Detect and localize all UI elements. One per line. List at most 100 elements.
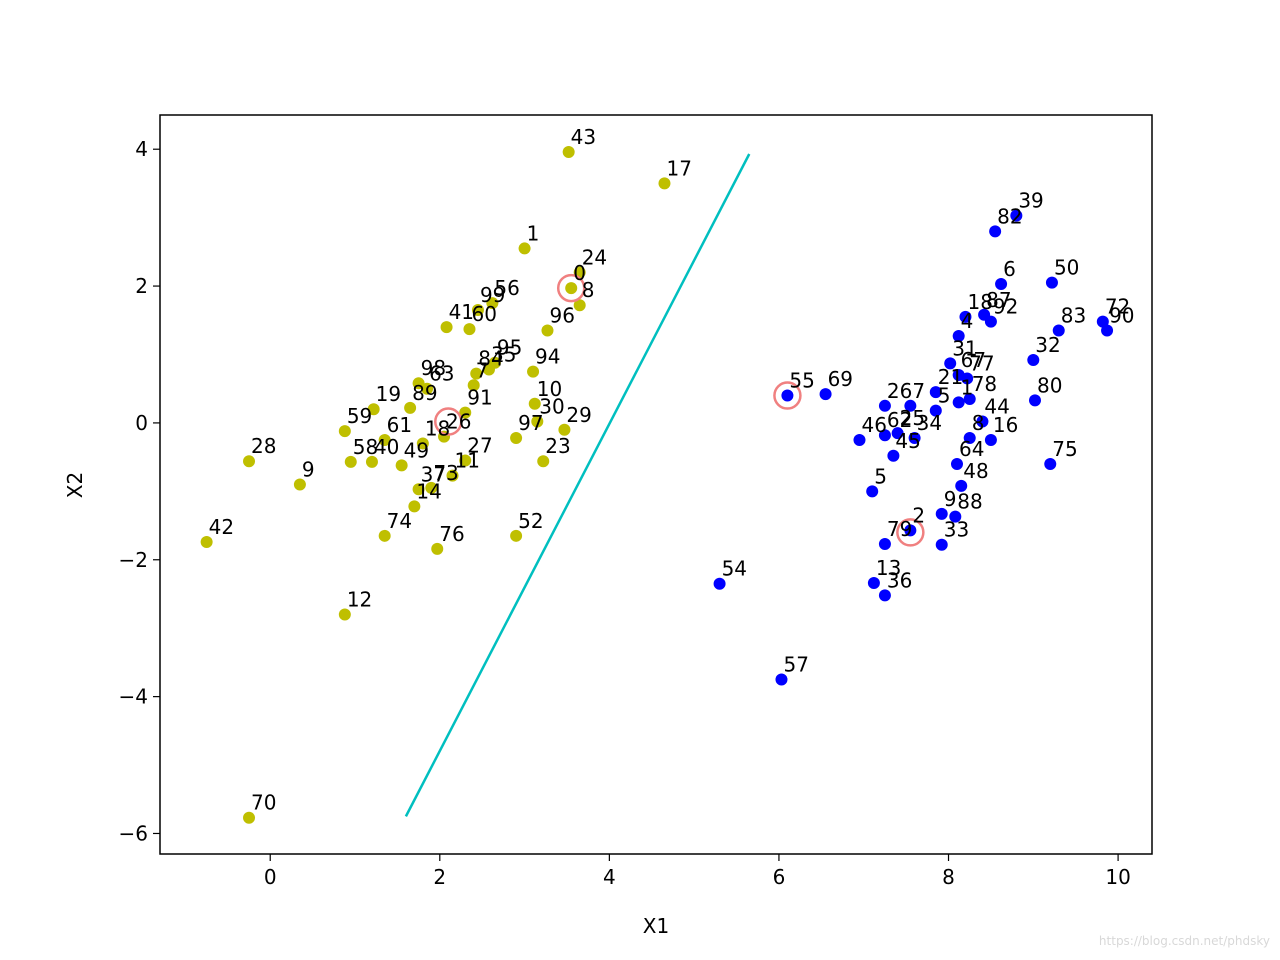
data-point-class-b (984, 315, 997, 328)
data-point-class-b (955, 479, 968, 492)
data-point-class-b (908, 431, 921, 444)
point-label: 69 (828, 367, 853, 391)
support-vector-ring (434, 407, 463, 436)
point-label: 36 (887, 568, 912, 592)
data-point-class-a (510, 529, 523, 542)
point-label: 49 (404, 438, 429, 462)
data-point-class-b (866, 485, 879, 498)
watermark: https://blog.csdn.net/phdsky (1098, 934, 1270, 948)
point-label: 26 (887, 379, 912, 403)
point-label: 78 (972, 372, 997, 396)
data-point-class-b (950, 457, 963, 470)
support-vectors (434, 273, 925, 547)
data-point-class-b (878, 429, 891, 442)
data-point-class-b (929, 404, 942, 417)
data-point-class-a (658, 177, 671, 190)
point-label: 41 (449, 300, 474, 324)
data-point-class-a (412, 377, 425, 390)
data-point-class-b (1027, 353, 1040, 366)
x-tick-label: 4 (603, 865, 616, 889)
y-tick-label: 4 (135, 137, 148, 161)
data-point-class-b (989, 225, 1002, 238)
x-tick-label: 8 (942, 865, 955, 889)
point-label: 6 (1003, 257, 1016, 281)
data-point-class-b (891, 427, 904, 440)
point-label: 77 (969, 351, 994, 375)
point-label: 37 (421, 462, 446, 486)
data-point-class-b (929, 386, 942, 399)
point-label: 57 (783, 653, 808, 677)
data-point-class-b (963, 431, 976, 444)
point-label: 96 (549, 304, 574, 328)
point-label: 42 (209, 515, 234, 539)
plot-area-frame (159, 114, 1153, 855)
data-point-class-b (713, 577, 726, 590)
point-label: 75 (1052, 437, 1077, 461)
point-label: 84 (478, 347, 503, 371)
point-label: 35 (491, 343, 516, 367)
point-label: 14 (416, 479, 441, 503)
data-point-class-a (243, 455, 256, 468)
point-label: 83 (1061, 304, 1086, 328)
point-label: 9 (302, 458, 315, 482)
point-label: 17 (666, 156, 691, 180)
point-label: 91 (467, 386, 492, 410)
point-label: 24 (582, 245, 607, 269)
point-label: 82 (997, 204, 1022, 228)
support-vector-ring (896, 518, 925, 547)
point-label: 5 (938, 384, 951, 408)
data-point-class-a (293, 478, 306, 491)
y-tick-label: −2 (119, 548, 148, 572)
data-point-class-a (344, 455, 357, 468)
data-point-class-b (976, 415, 989, 428)
data-point-class-b (887, 449, 900, 462)
point-label: 88 (957, 490, 982, 514)
point-label: 7 (912, 379, 925, 403)
support-vector-ring (556, 273, 586, 303)
point-label: 40 (374, 435, 399, 459)
data-point-class-b (1045, 276, 1058, 289)
y-tick-label: 2 (135, 274, 148, 298)
data-point-class-b (1096, 315, 1109, 328)
separating-line (404, 153, 751, 817)
data-point-class-b (984, 434, 997, 447)
data-point-class-b (878, 399, 891, 412)
point-label: 43 (571, 125, 596, 149)
point-label: 10 (537, 377, 562, 401)
point-label: 89 (412, 381, 437, 405)
point-label: 1 (527, 221, 540, 245)
data-point-class-a (416, 437, 429, 450)
point-label: 34 (917, 411, 942, 435)
data-point-class-b (878, 589, 891, 602)
point-label: 60 (471, 302, 496, 326)
data-point-class-a (395, 459, 408, 472)
x-tick-label: 6 (773, 865, 786, 889)
point-label: 7 (476, 358, 489, 382)
point-label: 26 (446, 410, 471, 434)
point-label: 59 (347, 404, 372, 428)
data-point-class-a (573, 299, 586, 312)
point-label: 73 (433, 461, 458, 485)
point-label: 13 (876, 556, 901, 580)
point-label: 30 (539, 395, 564, 419)
data-point-class-a (378, 434, 391, 447)
data-points (200, 145, 1114, 824)
x-axis-label: X1 (643, 914, 669, 938)
point-label: 92 (993, 295, 1018, 319)
data-point-class-b (819, 388, 832, 401)
data-point-class-a (528, 397, 541, 410)
point-label: 12 (347, 588, 372, 612)
data-point-class-b (944, 357, 957, 370)
point-label: 46 (861, 413, 886, 437)
point-label: 54 (722, 557, 747, 581)
point-label: 4 (961, 309, 974, 333)
point-label: 67 (961, 348, 986, 372)
data-point-class-b (935, 538, 948, 551)
support-vector-ring (773, 381, 802, 410)
data-point-class-a (527, 365, 540, 378)
point-label: 48 (963, 459, 988, 483)
data-point-class-a (470, 367, 483, 380)
point-label: 18 (425, 416, 450, 440)
